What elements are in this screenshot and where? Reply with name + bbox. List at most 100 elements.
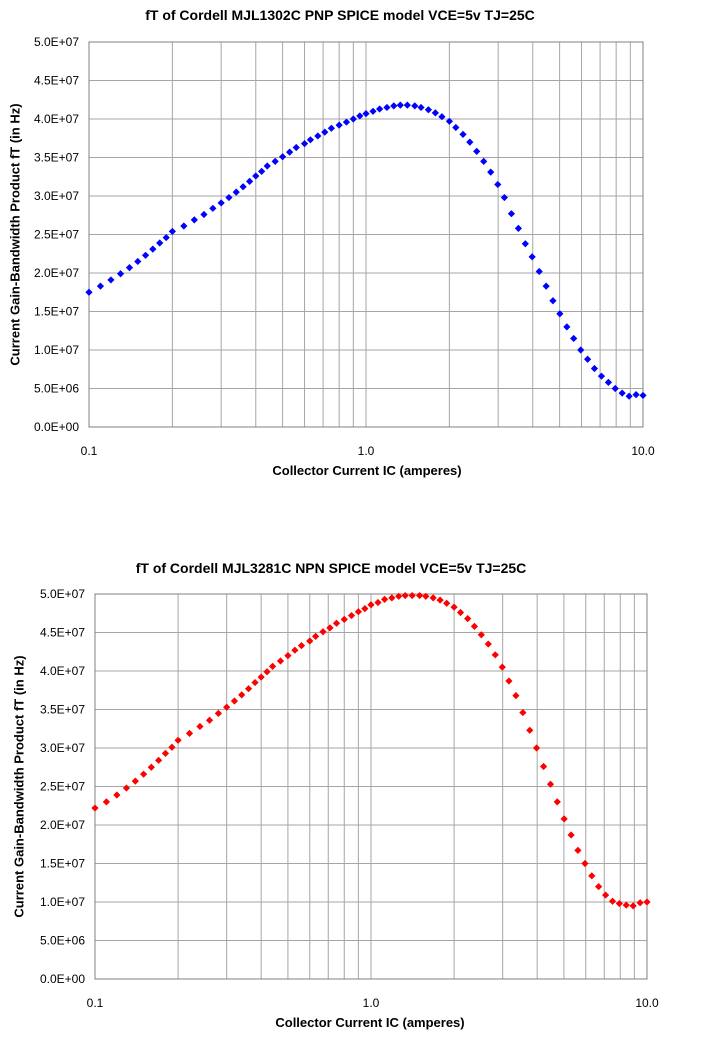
data-point <box>567 831 575 839</box>
x-axis: 0.1 1.0 10.0 <box>81 444 655 458</box>
data-point <box>314 132 322 140</box>
data-point <box>597 372 606 380</box>
y-tick-label: 3.0E+07 <box>34 189 79 203</box>
y-tick-label: 2.5E+07 <box>40 780 85 794</box>
x-tick-label: 0.1 <box>81 444 98 458</box>
data-point <box>535 267 543 276</box>
y-tick-label: 2.0E+07 <box>34 266 79 280</box>
data-point <box>625 392 633 400</box>
data-point <box>374 598 382 607</box>
data-point <box>292 143 300 152</box>
data-point <box>608 897 617 905</box>
data-point <box>622 901 630 909</box>
data-point <box>456 608 465 617</box>
data-point <box>507 210 516 218</box>
data-point <box>445 117 453 125</box>
data-point <box>498 663 506 671</box>
y-axis: 0.0E+00 5.0E+06 1.0E+07 1.5E+07 2.0E+07 2.5E+… <box>40 587 85 986</box>
data-point <box>327 124 335 132</box>
data-point <box>332 619 341 627</box>
data-point <box>300 140 309 148</box>
data-point <box>168 743 176 751</box>
data-point <box>205 716 214 724</box>
data-point <box>342 118 351 126</box>
y-axis: 0.0E+00 5.0E+06 1.0E+07 1.5E+07 2.0E+07 2.5E+… <box>34 35 79 434</box>
data-point <box>354 608 362 616</box>
data-point <box>361 605 369 613</box>
data-point <box>246 177 254 185</box>
data-point <box>147 763 155 771</box>
x-axis-label: Collector Current IC (amperes) <box>272 463 461 478</box>
x-tick-label: 1.0 <box>363 996 380 1010</box>
data-point <box>464 615 472 623</box>
grid <box>94 593 648 980</box>
data-point <box>431 109 439 117</box>
data-point <box>519 708 527 717</box>
data-point <box>643 898 651 906</box>
data-point <box>452 123 460 132</box>
data-point <box>491 651 499 659</box>
data-point <box>319 628 327 636</box>
data-point <box>416 591 424 600</box>
data-point <box>500 193 509 202</box>
data-point <box>636 899 644 907</box>
data-series <box>85 101 647 400</box>
data-point <box>581 859 589 868</box>
data-point <box>155 756 163 764</box>
data-point <box>96 282 105 290</box>
plot-area <box>88 41 644 428</box>
y-tick-label: 0.0E+00 <box>40 972 85 986</box>
x-axis: 0.1 1.0 10.0 <box>87 996 659 1010</box>
data-point <box>174 736 182 744</box>
data-point <box>156 239 164 247</box>
data-point <box>196 722 204 731</box>
data-point <box>417 103 425 112</box>
data-point <box>403 101 411 109</box>
data-point <box>85 288 93 296</box>
data-point <box>395 592 403 600</box>
data-point <box>102 798 111 806</box>
data-point <box>190 216 198 224</box>
data-point <box>200 210 208 219</box>
data-point <box>408 591 416 600</box>
data-point <box>512 692 520 700</box>
data-point <box>639 391 647 400</box>
data-point <box>276 657 285 665</box>
data-point <box>494 180 502 189</box>
data-point <box>251 678 259 687</box>
data-point <box>180 222 188 230</box>
x-tick-label: 1.0 <box>358 444 375 458</box>
y-tick-label: 1.5E+07 <box>34 305 79 319</box>
data-point <box>116 270 125 278</box>
data-point <box>349 115 357 123</box>
data-point <box>618 389 626 397</box>
data-point <box>347 611 356 620</box>
data-point <box>91 804 99 812</box>
data-point <box>542 282 550 290</box>
data-point <box>436 596 444 604</box>
data-point <box>526 726 534 734</box>
data-point <box>574 846 582 855</box>
data-point <box>514 224 523 232</box>
chart-title: fT of Cordell MJL3281C NPN SPICE model V… <box>136 560 527 576</box>
y-tick-label: 4.5E+07 <box>40 626 85 640</box>
data-point <box>577 346 585 354</box>
data-point <box>560 815 568 823</box>
data-point <box>141 251 150 259</box>
data-point <box>595 883 603 891</box>
y-tick-label: 1.0E+07 <box>40 895 85 909</box>
data-point <box>306 136 315 144</box>
data-point <box>480 157 488 165</box>
data-point <box>429 594 437 602</box>
chart-pnp: fT of Cordell MJL1302C PNP SPICE model V… <box>7 7 655 478</box>
data-point <box>168 227 176 236</box>
data-point <box>257 673 265 681</box>
data-point <box>532 744 541 752</box>
data-point <box>362 110 370 118</box>
data-point <box>161 749 170 757</box>
data-point <box>484 640 492 648</box>
data-point <box>438 113 446 121</box>
data-point <box>369 107 377 115</box>
data-point <box>588 872 596 880</box>
data-point <box>238 691 246 699</box>
